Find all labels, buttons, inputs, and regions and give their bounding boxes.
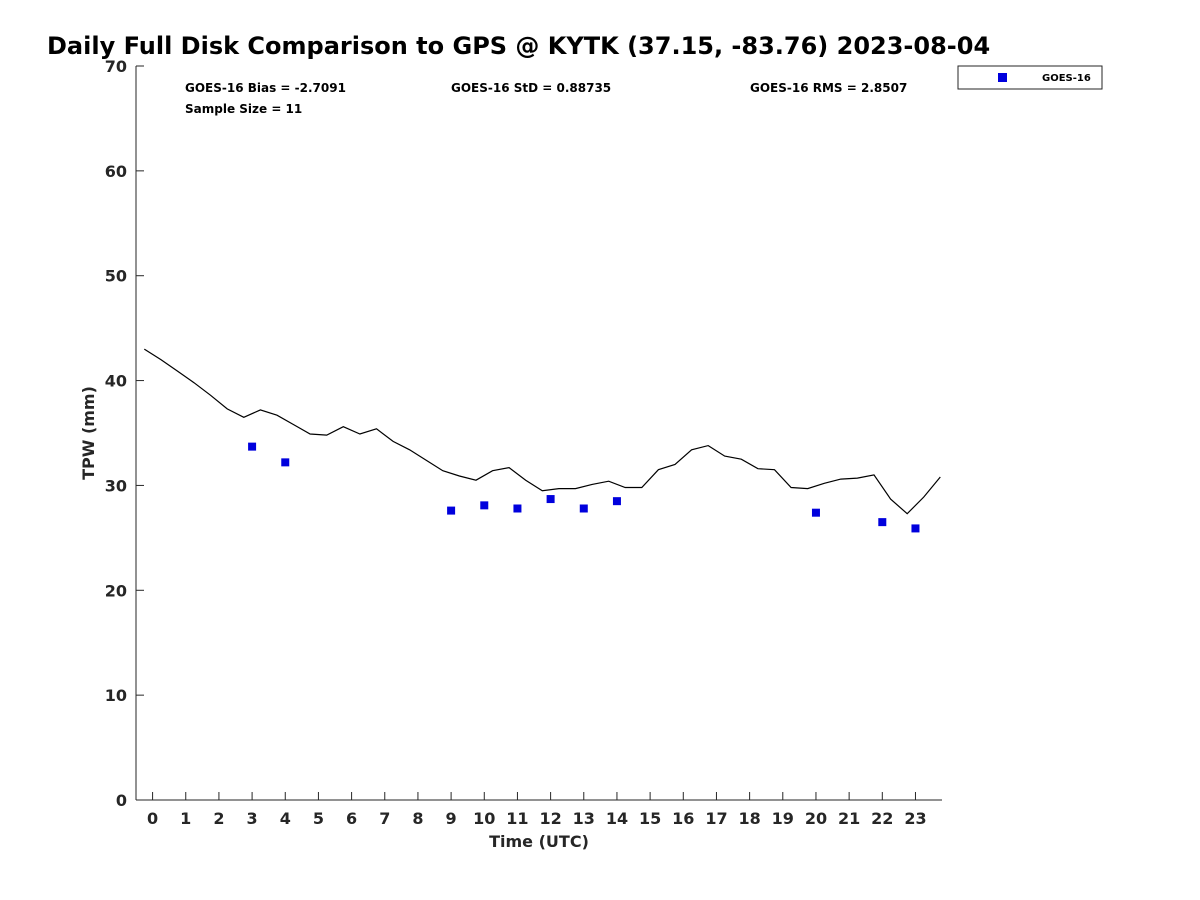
- sample-size-stat: Sample Size = 11: [185, 102, 302, 116]
- x-tick-label: 17: [705, 809, 727, 828]
- x-tick-label: 13: [573, 809, 595, 828]
- x-tick-label: 10: [473, 809, 495, 828]
- legend-label-goes16: GOES-16: [1042, 73, 1091, 84]
- std-stat: GOES-16 StD = 0.88735: [451, 81, 611, 95]
- x-tick-label: 3: [247, 809, 258, 828]
- y-tick-label: 20: [105, 581, 127, 600]
- y-axis-ticks: 0 10 20 30 40 50 60 70: [105, 57, 144, 810]
- goes16-point: [447, 506, 456, 515]
- x-tick-label: 12: [539, 809, 561, 828]
- x-tick-label: 11: [506, 809, 528, 828]
- goes16-point: [911, 524, 920, 533]
- goes16-point: [811, 508, 820, 517]
- chart-title: Daily Full Disk Comparison to GPS @ KYTK…: [47, 32, 990, 60]
- legend: GOES-16: [957, 65, 1103, 90]
- goes16-point: [480, 501, 489, 510]
- x-tick-label: 21: [838, 809, 860, 828]
- x-tick-label: 5: [313, 809, 324, 828]
- goes16-point: [546, 495, 555, 504]
- x-tick-label: 6: [346, 809, 357, 828]
- x-tick-label: 2: [213, 809, 224, 828]
- goes16-point: [281, 458, 290, 467]
- bias-stat: GOES-16 Bias = -2.7091: [185, 81, 346, 95]
- goes16-point: [612, 497, 621, 506]
- goes16-point: [878, 518, 887, 527]
- goes16-point: [579, 504, 588, 513]
- legend-box: [957, 65, 1103, 90]
- x-tick-label: 8: [412, 809, 423, 828]
- y-tick-label: 30: [105, 476, 127, 495]
- plot-axes: [135, 66, 942, 801]
- x-tick-label: 23: [904, 809, 926, 828]
- x-tick-label: 20: [805, 809, 827, 828]
- x-tick-label: 16: [672, 809, 694, 828]
- y-tick-label: 40: [105, 372, 127, 391]
- legend-marker-goes16: [998, 73, 1007, 82]
- y-tick-label: 0: [116, 791, 127, 810]
- y-tick-label: 10: [105, 686, 127, 705]
- x-axis-label: Time (UTC): [489, 832, 589, 851]
- x-axis-ticks: 0 1 2 3 4 5 6 7 8 9 10 11 12 13 14 15 16 17 18 19 20 21 22 23: [147, 792, 927, 828]
- goes16-point: [513, 504, 522, 513]
- gps-tpw-line: [143, 348, 941, 515]
- x-tick-label: 0: [147, 809, 158, 828]
- y-axis-label: TPW (mm): [79, 386, 98, 480]
- x-tick-label: 14: [606, 809, 628, 828]
- x-tick-label: 19: [772, 809, 794, 828]
- goes16-point: [248, 442, 257, 451]
- rms-stat: GOES-16 RMS = 2.8507: [750, 81, 907, 95]
- x-tick-label: 15: [639, 809, 661, 828]
- x-tick-label: 18: [738, 809, 760, 828]
- y-tick-label: 70: [105, 57, 127, 76]
- y-tick-label: 50: [105, 267, 127, 286]
- x-tick-label: 1: [180, 809, 191, 828]
- y-tick-label: 60: [105, 162, 127, 181]
- x-tick-label: 4: [280, 809, 291, 828]
- series-layer: [143, 348, 941, 533]
- x-tick-label: 9: [446, 809, 457, 828]
- x-tick-label: 7: [379, 809, 390, 828]
- x-tick-label: 22: [871, 809, 893, 828]
